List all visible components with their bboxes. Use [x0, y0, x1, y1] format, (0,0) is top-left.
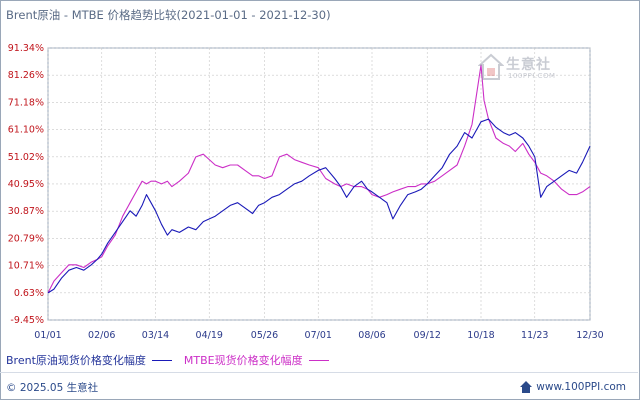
y-tick-label: 71.18% [8, 97, 44, 108]
watermark-subtext: 100PPI.COM [508, 72, 556, 80]
series-line-mtbe [47, 64, 591, 294]
chart-title: Brent原油 - MTBE 价格趋势比较(2021-01-01 - 2021-… [6, 8, 331, 22]
plot-area [47, 47, 591, 321]
legend-swatch-brent [151, 359, 172, 361]
line-chart: 91.34% 81.26% 71.18% 61.10% 51.02% 40.95% 30.8… [8, 43, 604, 341]
y-tick-label: 0.63% [14, 288, 44, 299]
x-tick-label: 09/12 [414, 330, 441, 341]
x-tick-label: 10/18 [467, 330, 494, 341]
x-tick-label: 02/06 [88, 330, 115, 341]
x-tick-label: 08/06 [358, 330, 385, 341]
footer-site-link[interactable]: www.100PPI.com [536, 381, 626, 393]
legend-label-brent: Brent原油现货价格变化幅度 [6, 354, 146, 367]
y-tick-label: 10.71% [8, 261, 44, 272]
x-tick-label: 04/19 [196, 330, 223, 341]
y-tick-label: -9.45% [10, 315, 44, 326]
y-tick-label: 61.10% [8, 125, 44, 136]
legend-item-mtbe: MTBE现货价格变化幅度 [184, 352, 329, 368]
footer: © 2025.05 生意社 www.100PPI.com [0, 372, 638, 399]
legend-swatch-mtbe [308, 359, 329, 361]
y-tick-label: 40.95% [8, 179, 44, 190]
y-tick-label: 91.34% [8, 43, 44, 54]
site-logo-icon [520, 381, 533, 393]
house-logo-icon [478, 53, 504, 80]
x-tick-label: 12/30 [576, 330, 603, 341]
legend-item-brent: Brent原油现货价格变化幅度 [6, 352, 172, 368]
y-tick-label: 30.87% [8, 206, 44, 217]
copyright-text: © 2025.05 生意社 [6, 382, 99, 394]
x-tick-label: 05/26 [251, 330, 278, 341]
y-tick-label: 81.26% [8, 70, 44, 81]
watermark: 生意社 100PPI.COM [478, 53, 578, 83]
legend-label-mtbe: MTBE现货价格变化幅度 [183, 354, 303, 367]
series-line-brent [47, 118, 591, 294]
x-tick-label: 11/23 [521, 330, 548, 341]
footer-site[interactable]: www.100PPI.com [519, 380, 626, 394]
watermark-text: 生意社 [506, 57, 551, 73]
x-tick-label: 03/14 [142, 330, 169, 341]
y-tick-label: 51.02% [8, 152, 44, 163]
chart-legend: Brent原油现货价格变化幅度 MTBE现货价格变化幅度 [6, 352, 341, 368]
x-tick-label: 07/01 [305, 330, 332, 341]
x-tick-label: 01/01 [34, 330, 61, 341]
y-tick-label: 20.79% [8, 233, 44, 244]
